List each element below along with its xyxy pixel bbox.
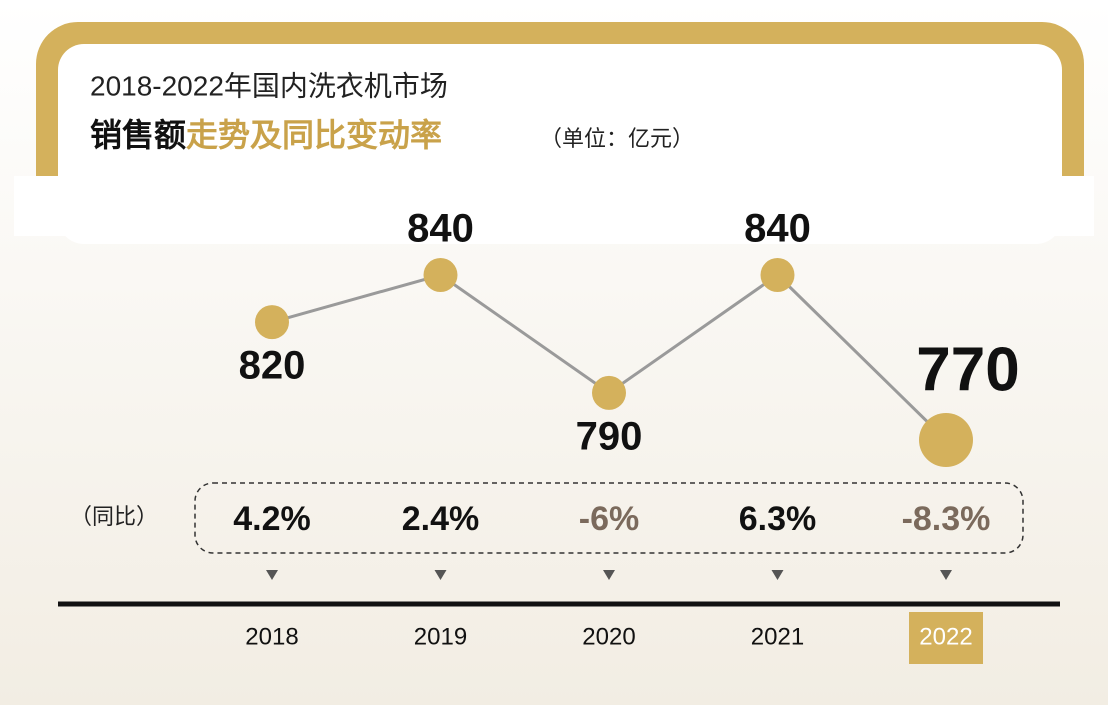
frame-cut: [14, 176, 1094, 236]
subtitle: 销售额走势及同比变动率: [90, 117, 442, 153]
point: [423, 258, 458, 292]
data-label: 840: [744, 207, 811, 251]
unit-note: （单位：亿元）: [540, 126, 694, 151]
arrow: [266, 570, 278, 580]
data-label: 840: [407, 207, 474, 251]
yoy-label: -6%: [579, 500, 639, 538]
yoy-label: 4.2%: [233, 500, 311, 538]
subtitle-part: 销售额: [90, 117, 186, 153]
x-tick-label: 2022: [919, 623, 972, 650]
point: [760, 258, 795, 292]
arrow: [940, 570, 952, 580]
x-tick-label: 2019: [414, 623, 467, 650]
yoy-row-label: （同比）: [70, 504, 158, 529]
x-tick-label: 2020: [582, 623, 635, 650]
arrow: [771, 570, 784, 580]
x-tick-label: 2021: [751, 623, 804, 650]
point: [255, 305, 289, 340]
yoy-label: 6.3%: [739, 500, 817, 538]
point: [919, 413, 973, 467]
yoy-label: 2.4%: [402, 500, 480, 538]
yoy-box: [194, 482, 1024, 554]
highlight-box: [909, 612, 983, 664]
data-label: 770: [916, 335, 1019, 404]
yoy-label: -8.3%: [902, 500, 991, 538]
arrow: [603, 570, 615, 580]
title: 2018-2022年国内洗衣机市场: [90, 70, 448, 101]
subtitle-part: 走势及同比变动率: [186, 117, 442, 153]
data-label: 790: [576, 414, 643, 458]
point: [592, 375, 626, 410]
data-label: 820: [239, 344, 306, 388]
x-tick-label: 2018: [245, 623, 298, 650]
arrow: [434, 570, 447, 580]
